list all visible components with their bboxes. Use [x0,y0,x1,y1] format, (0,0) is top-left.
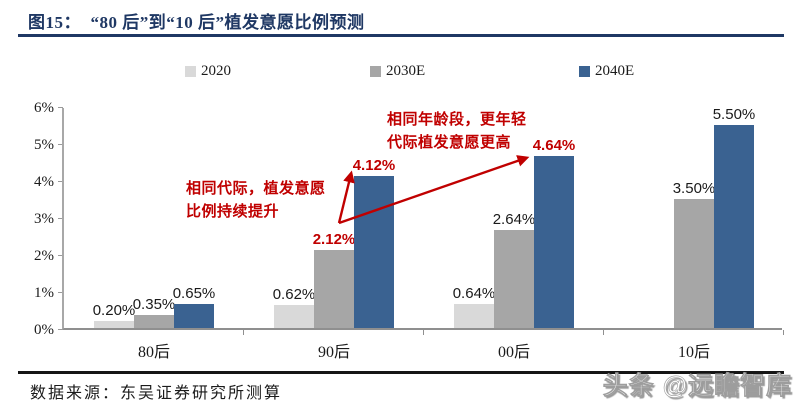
bar-value-label: 0.35% [132,296,176,314]
bar-value-label: 4.64% [532,137,576,155]
bar [274,305,314,328]
x-axis-tick [243,330,244,335]
y-axis-label: 6% [34,100,54,116]
y-axis-label: 2% [34,248,54,264]
annotation-line: 相同年龄段，更年轻 [387,111,527,128]
x-axis-label: 10后 [677,344,710,361]
legend-item: 2040E [579,62,634,80]
annotation-line: 代际植发意愿更高 [387,134,512,151]
y-axis-tick [58,292,63,293]
legend-label: 2040E [595,62,635,79]
legend-label: 2020 [201,62,231,79]
bar [494,230,534,328]
annotation: 相同代际，植发意愿 比例持续提升 [186,177,326,223]
y-axis-label: 0% [34,322,54,338]
y-axis-tick [58,218,63,219]
bar [534,156,574,328]
y-axis-tick [58,255,63,256]
bar-value-label: 0.62% [272,286,316,304]
figure-title: 图15： “80 后”到“10 后”植发意愿比例预测 [28,13,365,32]
bar-value-label: 0.65% [172,284,216,302]
bar-value-label: 2.12% [312,230,356,248]
legend-item: 2030E [370,62,425,80]
title-rule [18,34,784,37]
bar [354,175,394,328]
bar [714,124,754,328]
legend-swatch-icon [370,65,381,77]
bar-value-label: 0.20% [92,301,136,319]
bar [134,315,174,328]
x-axis-label: 90后 [317,344,350,361]
y-axis-label: 1% [34,285,54,301]
y-axis-tick [58,329,63,330]
y-axis-tick [58,107,63,108]
watermark: 头条 @远瞻智库 [602,372,792,401]
legend-swatch-icon [185,65,196,77]
y-axis-tick [58,181,63,182]
y-axis-label: 3% [34,211,54,227]
annotation-line: 比例持续提升 [186,203,280,220]
legend-item: 2020 [185,62,231,80]
x-axis-tick [423,330,424,335]
bar [454,304,494,328]
x-axis-tick [603,330,604,335]
bar [94,320,134,328]
bar-value-label: 0.64% [452,285,496,303]
bar [674,198,714,328]
annotation: 相同年龄段，更年轻 代际植发意愿更高 [387,108,527,154]
x-axis-label: 00后 [497,344,530,361]
bar-value-label: 4.12% [352,156,396,174]
legend-swatch-icon [579,65,590,77]
bar-value-label: 3.50% [672,179,716,197]
x-axis-tick [783,330,784,335]
source-note: 数据来源：东吴证券研究所测算 [30,385,283,402]
bar [174,303,214,328]
x-axis-label: 80后 [137,344,170,361]
y-axis-tick [58,144,63,145]
bar [314,249,354,328]
annotation-line: 相同代际，植发意愿 [186,180,326,197]
legend-label: 2030E [386,62,426,79]
footer-rule [18,371,784,374]
y-axis-label: 5% [34,137,54,153]
bar-value-label: 5.50% [712,105,756,123]
y-axis-label: 4% [34,174,54,190]
